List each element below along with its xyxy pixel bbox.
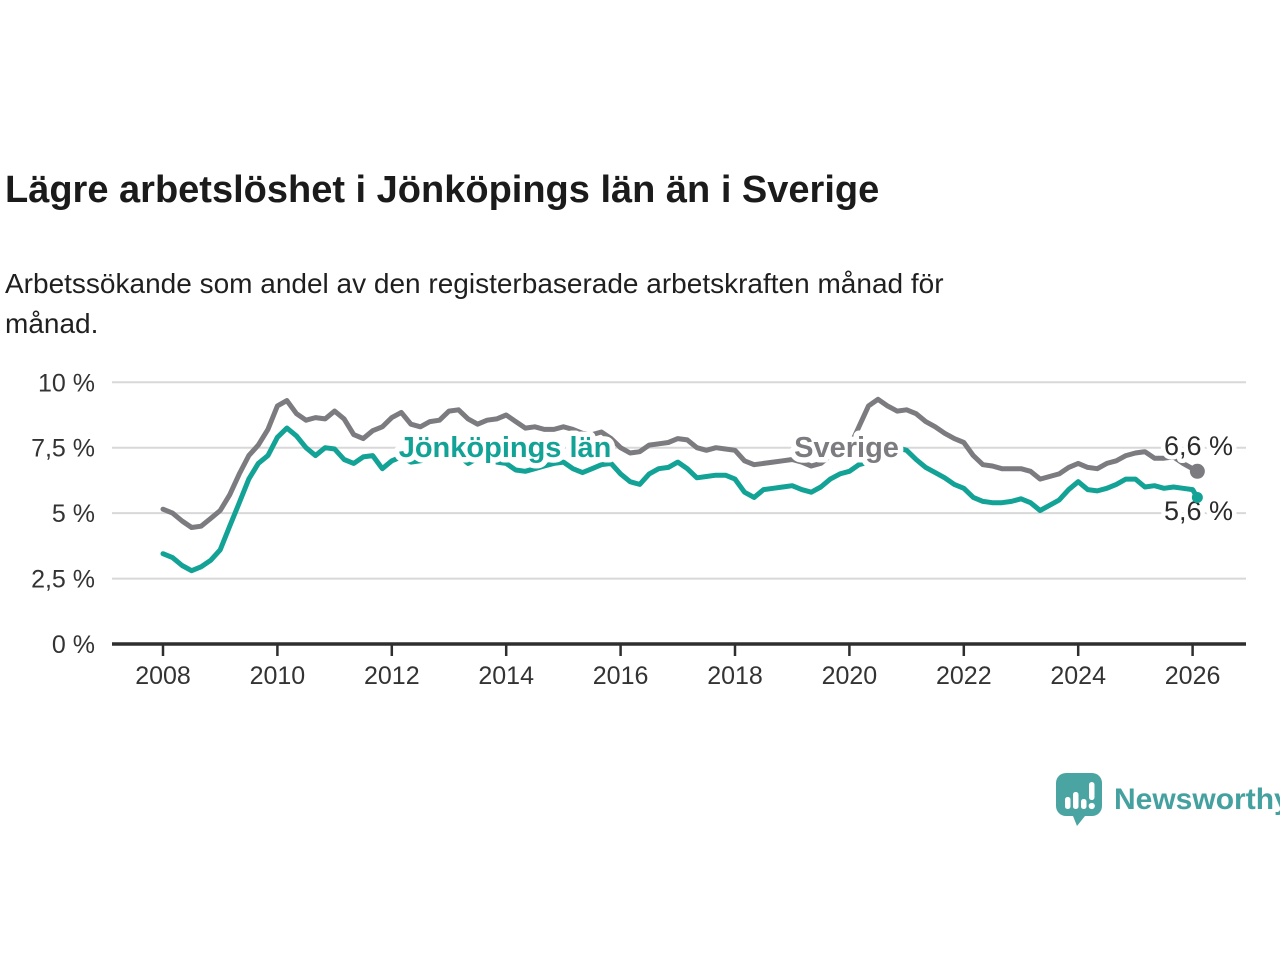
x-tick-label: 2012 — [364, 662, 420, 690]
jonkopings-lan-series-label: Jönköpings län — [399, 432, 612, 464]
y-gridlines — [112, 381, 1246, 580]
jonkopings-lan-line — [160, 425, 1200, 574]
chart-title: Lägre arbetslöshet i Jönköpings län än i… — [5, 169, 880, 212]
y-axis-labels: 0 % 2,5 % 5 % 7,5 % 10 % — [31, 369, 95, 659]
sverige-line — [160, 396, 1200, 530]
x-tick-label: 2008 — [135, 662, 191, 690]
x-tick-label: 2020 — [822, 662, 878, 690]
sverige-end-dot — [1189, 463, 1205, 479]
y-tick-label: 5 % — [52, 500, 95, 528]
y-tick-label: 2,5 % — [31, 566, 95, 594]
x-tick-label: 2016 — [593, 662, 649, 690]
y-tick-label: 7,5 % — [31, 435, 95, 463]
newsworthy-logo-text: Newsworthy — [1114, 783, 1280, 816]
x-tick-label: 2010 — [250, 662, 306, 690]
x-tick-label: 2024 — [1050, 662, 1106, 690]
jonkopings-lan-end-dot — [1191, 491, 1203, 503]
x-tick-label: 2014 — [478, 662, 534, 690]
x-tick-label: 2022 — [936, 662, 992, 690]
newsworthy-logo[interactable]: Newsworthy — [1056, 772, 1280, 828]
chart-subtitle: Arbetssökande som andel av den registerb… — [5, 268, 944, 339]
sverige-series-label: Sverige — [794, 432, 899, 464]
speech-bubble-bar-chart-icon — [1056, 773, 1102, 826]
x-axis: 2008 2010 2012 2014 2016 2018 2020 2022 2024 2026 — [112, 642, 1246, 690]
x-tick-label: 2018 — [707, 662, 763, 690]
x-tick-label: 2026 — [1165, 662, 1221, 690]
y-tick-label: 10 % — [38, 369, 95, 397]
y-tick-label: 0 % — [52, 631, 95, 659]
sverige-end-value-label: 6,6 % — [1164, 431, 1233, 461]
